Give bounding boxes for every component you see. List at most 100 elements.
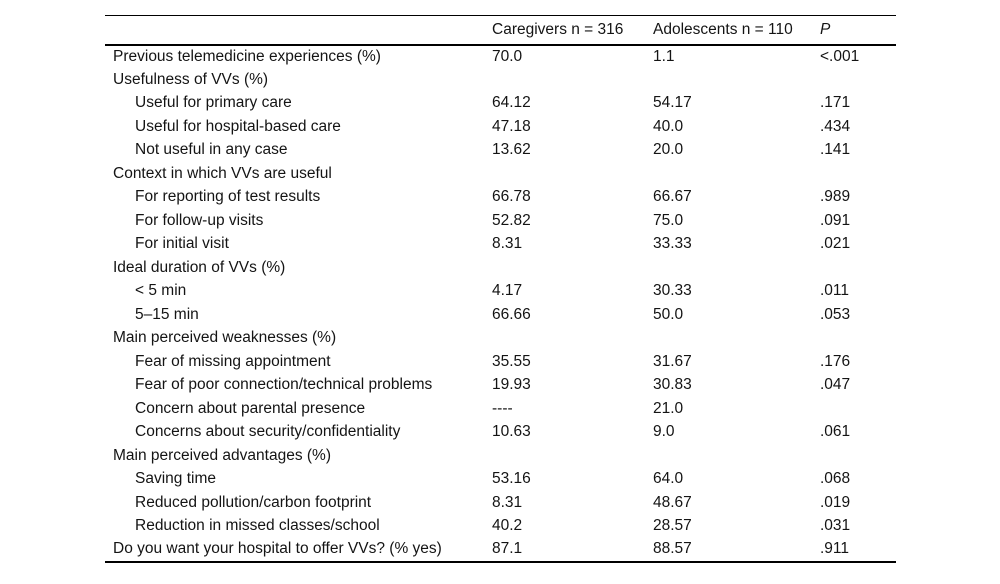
caregivers-value: 35.55 xyxy=(492,352,531,370)
column-header-empty xyxy=(105,16,492,45)
adolescents-value: 33.33 xyxy=(653,235,692,253)
row-label: Previous telemedicine experiences (%) xyxy=(113,47,381,65)
row-label: Saving time xyxy=(135,470,216,488)
caregivers-value: 70.0 xyxy=(492,47,523,65)
table-row: Main perceived weaknesses (%) xyxy=(105,327,896,351)
p-value: .061 xyxy=(820,423,851,441)
row-label: For reporting of test results xyxy=(135,188,321,206)
column-header-adolescents: Adolescents n = 110 xyxy=(653,20,793,38)
table-row: Reduction in missed classes/school 40.2 … xyxy=(105,515,896,539)
adolescents-value: 40.0 xyxy=(653,117,684,135)
table-row: Fear of poor connection/technical proble… xyxy=(105,374,896,398)
caregivers-value: 19.93 xyxy=(492,376,531,394)
table-row: Previous telemedicine experiences (%) 70… xyxy=(105,45,896,69)
adolescents-value xyxy=(653,162,820,186)
row-label: Useful for primary care xyxy=(135,94,292,112)
caregivers-value: 53.16 xyxy=(492,470,531,488)
p-value xyxy=(820,68,896,92)
column-header-caregivers: Caregivers n = 316 xyxy=(492,20,624,38)
caregivers-value xyxy=(492,162,653,186)
table-row: Do you want your hospital to offer VVs? … xyxy=(105,538,896,562)
row-label: Not useful in any case xyxy=(135,141,288,159)
adolescents-value: 21.0 xyxy=(653,399,684,417)
table-row: Context in which VVs are useful xyxy=(105,162,896,186)
p-value: .019 xyxy=(820,493,851,511)
p-value: .011 xyxy=(820,282,850,300)
row-label: Useful for hospital-based care xyxy=(135,117,341,135)
p-value: .911 xyxy=(820,540,850,558)
caregivers-value: 13.62 xyxy=(492,141,531,159)
p-value: .141 xyxy=(820,141,851,159)
caregivers-value: 64.12 xyxy=(492,94,531,112)
p-value: .068 xyxy=(820,470,851,488)
p-value: .091 xyxy=(820,211,851,229)
p-value: .176 xyxy=(820,352,851,370)
row-label: Reduced pollution/carbon footprint xyxy=(135,493,372,511)
table-row: Usefulness of VVs (%) xyxy=(105,68,896,92)
adolescents-value xyxy=(653,256,820,280)
table-row: For initial visit 8.31 33.33 .021 xyxy=(105,233,896,257)
caregivers-value: 87.1 xyxy=(492,540,523,558)
row-label: Usefulness of VVs (%) xyxy=(113,70,269,88)
adolescents-value: 48.67 xyxy=(653,493,692,511)
row-label: Main perceived advantages (%) xyxy=(113,446,331,464)
caregivers-value: 8.31 xyxy=(492,493,523,511)
table-row: Reduced pollution/carbon footprint 8.31 … xyxy=(105,491,896,515)
p-value xyxy=(820,256,896,280)
row-label: For initial visit xyxy=(135,235,229,253)
adolescents-value: 66.67 xyxy=(653,188,692,206)
table-row: For follow-up visits 52.82 75.0 .091 xyxy=(105,209,896,233)
table-row: Main perceived advantages (%) xyxy=(105,444,896,468)
p-value: .053 xyxy=(820,305,851,323)
caregivers-value xyxy=(492,256,653,280)
p-value: .989 xyxy=(820,188,851,206)
adolescents-value xyxy=(653,327,820,351)
adolescents-value: 28.57 xyxy=(653,517,692,535)
adolescents-value xyxy=(653,444,820,468)
row-label: Ideal duration of VVs (%) xyxy=(113,258,286,276)
table-row: Useful for primary care 64.12 54.17 .171 xyxy=(105,92,896,116)
adolescents-value: 54.17 xyxy=(653,94,692,112)
adolescents-value: 30.33 xyxy=(653,282,692,300)
row-label: Reduction in missed classes/school xyxy=(135,517,380,535)
adolescents-value: 9.0 xyxy=(653,423,675,441)
caregivers-value: 66.66 xyxy=(492,305,531,323)
survey-results-table: Caregivers n = 316 Adolescents n = 110 P… xyxy=(105,15,896,563)
table-row: Concerns about security/confidentiality … xyxy=(105,421,896,445)
caregivers-value: 66.78 xyxy=(492,188,531,206)
table-header: Caregivers n = 316 Adolescents n = 110 P xyxy=(105,16,896,45)
caregivers-value: 8.31 xyxy=(492,235,523,253)
table-row: Concern about parental presence ---- 21.… xyxy=(105,397,896,421)
p-value: .434 xyxy=(820,117,851,135)
p-value: .047 xyxy=(820,376,851,394)
p-value: .031 xyxy=(820,517,851,535)
p-value xyxy=(820,397,896,421)
p-value: .171 xyxy=(820,94,851,112)
adolescents-value: 1.1 xyxy=(653,47,675,65)
adolescents-value: 20.0 xyxy=(653,141,684,159)
adolescents-value: 75.0 xyxy=(653,211,684,229)
row-label: 5–15 min xyxy=(135,305,199,323)
row-label: Do you want your hospital to offer VVs? … xyxy=(113,540,442,558)
adolescents-value: 31.67 xyxy=(653,352,692,370)
caregivers-value xyxy=(492,327,653,351)
table-row: Fear of missing appointment 35.55 31.67 … xyxy=(105,350,896,374)
row-label: Context in which VVs are useful xyxy=(113,164,332,182)
table-row: 5–15 min 66.66 50.0 .053 xyxy=(105,303,896,327)
caregivers-value xyxy=(492,444,653,468)
caregivers-value: 47.18 xyxy=(492,117,531,135)
table-row: < 5 min 4.17 30.33 .011 xyxy=(105,280,896,304)
p-value xyxy=(820,327,896,351)
table-row: Ideal duration of VVs (%) xyxy=(105,256,896,280)
table-container: Caregivers n = 316 Adolescents n = 110 P… xyxy=(105,15,896,563)
adolescents-value xyxy=(653,68,820,92)
adolescents-value: 64.0 xyxy=(653,470,684,488)
adolescents-value: 50.0 xyxy=(653,305,684,323)
caregivers-value xyxy=(492,68,653,92)
table-row: Useful for hospital-based care 47.18 40.… xyxy=(105,115,896,139)
p-value xyxy=(820,444,896,468)
p-value xyxy=(820,162,896,186)
adolescents-value: 88.57 xyxy=(653,540,692,558)
table-body: Previous telemedicine experiences (%) 70… xyxy=(105,45,896,562)
